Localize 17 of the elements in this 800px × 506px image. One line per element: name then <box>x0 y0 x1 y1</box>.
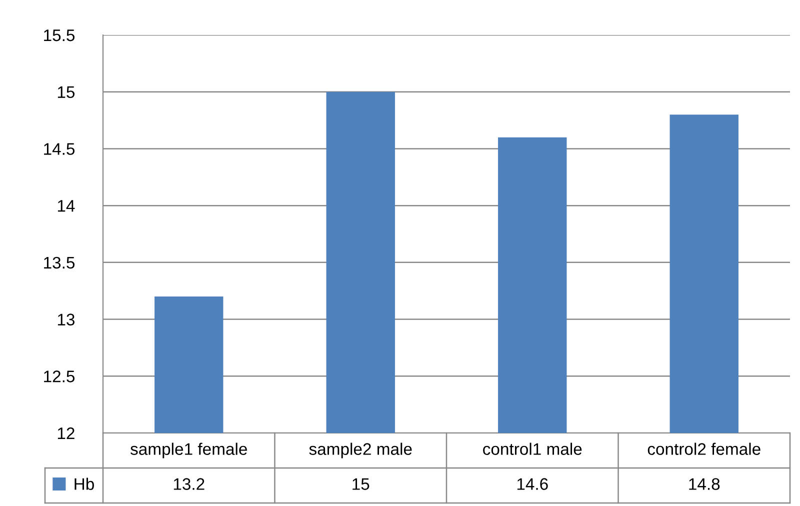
y-tick-label: 15 <box>58 86 75 98</box>
y-tick-label: 13.5 <box>44 256 75 269</box>
data-label: 15 <box>352 478 370 490</box>
x-tick-label: sample2 male <box>309 442 412 458</box>
y-tick-label: 14 <box>58 200 75 212</box>
x-tick-label: sample1 female <box>130 442 247 458</box>
y-tick-label: 15.5 <box>44 30 75 42</box>
y-tick-label: 13 <box>58 314 74 326</box>
x-tick-label: control2 female <box>648 442 760 455</box>
data-label: 14.6 <box>517 478 548 490</box>
y-tick-label: 12.5 <box>44 370 75 382</box>
data-label: 14.8 <box>689 478 720 490</box>
x-tick-label: control1 male <box>483 442 582 455</box>
y-tick-label: 12 <box>58 427 74 440</box>
data-label: 13.2 <box>174 478 204 490</box>
legend-label: Hb <box>74 478 94 490</box>
y-tick-label: 14.5 <box>44 143 75 155</box>
